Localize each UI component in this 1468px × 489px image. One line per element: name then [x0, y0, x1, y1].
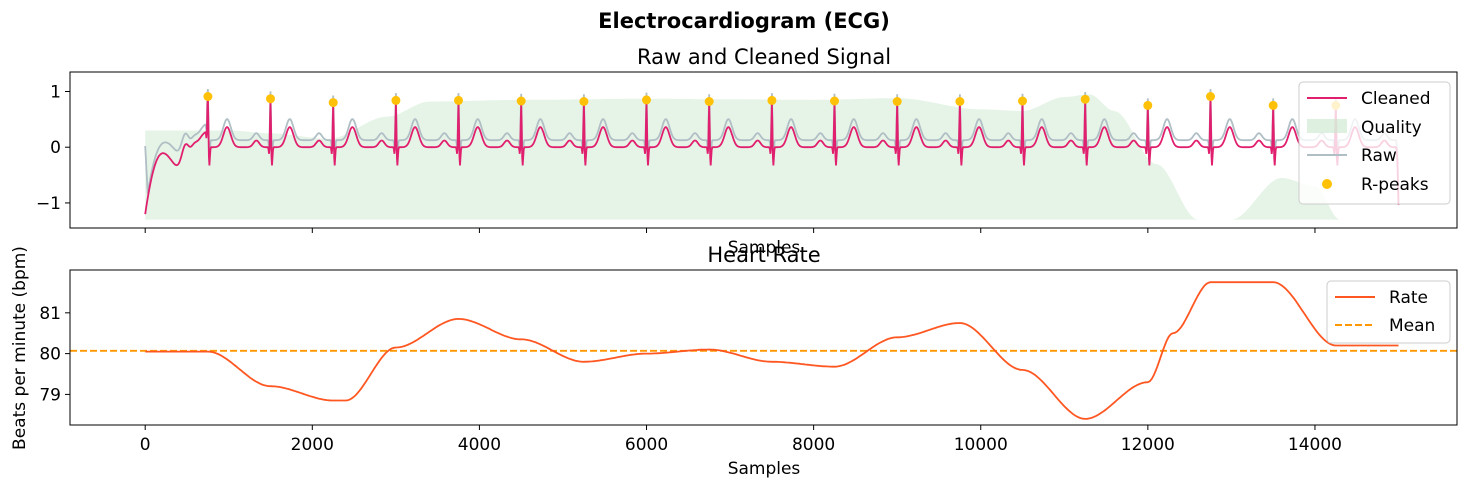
legend-cleaned-label: Cleaned — [1361, 89, 1431, 109]
r-peak-marker — [1018, 96, 1027, 106]
signal-y-tick-label: 1 — [50, 83, 61, 103]
heart-rate-x-tick-label: 12000 — [1121, 435, 1175, 455]
r-peak-marker — [454, 95, 463, 105]
heart-rate-line — [145, 281, 1399, 420]
r-peak-marker — [704, 97, 714, 106]
signal-y-ticks: −1 0 1 — [36, 83, 70, 214]
r-peak-marker — [1143, 100, 1153, 110]
signal-x-axis-label: Samples — [728, 238, 801, 258]
legend-raw-label: Raw — [1361, 146, 1397, 166]
r-peak-marker — [955, 97, 965, 106]
heart-rate-x-tick-label: 0 — [140, 435, 151, 455]
legend-mean-label: Mean — [1389, 316, 1435, 336]
signal-y-tick-label: 0 — [50, 138, 61, 158]
signal-y-tick-label: −1 — [36, 194, 61, 214]
heart-rate-axes-frame — [69, 269, 1458, 426]
r-peak-marker — [767, 95, 777, 105]
signal-legend-box — [1298, 81, 1451, 205]
heart-rate-x-axis-label: Samples — [728, 459, 801, 479]
figure-title: Electrocardiogram (ECG) — [598, 9, 890, 33]
heart-rate-x-tick-label: 6000 — [625, 435, 668, 455]
heart-rate-x-tick-label: 8000 — [792, 435, 835, 455]
heart-rate-y-ticks: 79 80 81 — [39, 304, 70, 405]
quality-band — [145, 94, 1341, 220]
heart-rate-axes: Heart Rate 79 80 81 0 2000 4000 6000 8000 10000… — [10, 243, 1458, 479]
legend-quality-label: Quality — [1361, 118, 1422, 138]
r-peak-marker — [642, 95, 651, 105]
signal-legend: Cleaned Quality Raw R-peaks — [1298, 81, 1451, 205]
heart-rate-y-tick-label: 81 — [39, 304, 61, 324]
r-peak-marker — [830, 96, 839, 106]
signal-plot-area — [144, 89, 1400, 220]
r-peak-marker — [892, 97, 902, 106]
heart-rate-x-ticks: 0 2000 4000 6000 8000 10000 12000 14000 — [140, 425, 1342, 455]
r-peak-marker — [391, 95, 401, 105]
r-peak-marker — [328, 98, 338, 108]
signal-x-ticks — [144, 228, 1316, 233]
raw-signal-line — [144, 89, 1400, 201]
r-peak-marker — [1080, 94, 1090, 104]
heart-rate-y-axis-label: Beats per minute (bpm) — [10, 246, 30, 450]
signal-axes: Raw and Cleaned Signal −1 0 1 Samples Clea… — [36, 45, 1458, 258]
legend-quality-swatch — [1307, 119, 1347, 133]
r-peak-marker — [1268, 100, 1278, 110]
heart-rate-y-tick-label: 80 — [39, 345, 61, 365]
legend-rate-label: Rate — [1389, 288, 1428, 308]
heart-rate-x-tick-label: 10000 — [954, 435, 1008, 455]
heart-rate-legend: Rate Mean — [1326, 280, 1451, 344]
legend-rpeaks-swatch — [1322, 179, 1332, 189]
r-peak-marker — [579, 97, 589, 106]
heart-rate-x-tick-label: 4000 — [458, 435, 501, 455]
heart-rate-plot-area — [70, 281, 1457, 420]
signal-axes-title: Raw and Cleaned Signal — [637, 45, 891, 69]
heart-rate-axes-title: Heart Rate — [707, 243, 820, 267]
r-peak-marker — [266, 94, 275, 104]
legend-rpeaks-label: R-peaks — [1361, 175, 1429, 195]
heart-rate-x-tick-label: 2000 — [291, 435, 334, 455]
r-peak-marker — [1206, 92, 1215, 101]
heart-rate-x-tick-label: 14000 — [1288, 435, 1342, 455]
signal-axes-frame — [69, 71, 1458, 229]
r-peak-marker — [203, 92, 213, 101]
heart-rate-y-tick-label: 79 — [39, 385, 61, 405]
r-peak-marker — [516, 96, 526, 106]
